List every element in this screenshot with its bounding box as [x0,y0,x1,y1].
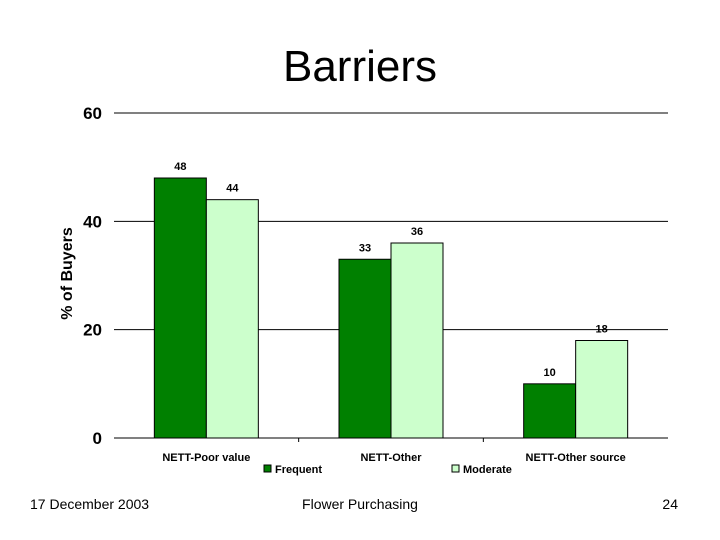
axes: 0 20 40 60 % of Buyers NETT-Poor value NETT-Ot… [59,104,668,464]
legend-swatch-frequent [263,464,272,473]
data-label: 10 [544,367,556,379]
bar-moderate [575,340,629,439]
legend-label-moderate: Moderate [463,464,512,476]
slide-title: Barriers [282,42,438,91]
x-tick-label: NETT-Poor value [162,452,250,464]
x-tick-label: NETT-Other [360,452,422,464]
bar-moderate [390,242,444,439]
data-label: 44 [226,183,239,195]
bars [153,177,629,439]
data-label: 33 [359,242,371,254]
bar-frequent [338,258,392,439]
bar-frequent [153,177,207,439]
y-tick-label: 0 [93,429,102,448]
legend-label-frequent: Frequent [275,464,322,476]
bar-moderate [205,199,259,439]
x-tick-label: NETT-Other source [526,452,626,464]
legend-swatch-moderate [451,464,460,473]
y-axis-label: % of Buyers [59,227,76,320]
page-number: 24 [662,496,678,512]
data-label: 48 [174,161,186,173]
footer-title: Flower Purchasing [302,496,418,512]
data-labels: 48 44 33 36 10 18 [174,161,608,379]
data-label: 36 [411,226,423,238]
y-tick-label: 60 [83,104,102,123]
footer-date: 17 December 2003 [30,496,150,512]
data-label: 18 [596,324,608,336]
y-tick-label: 20 [83,321,102,340]
legend: Frequent Moderate [263,464,512,476]
bar-frequent [523,383,577,439]
y-tick-label: 40 [83,212,102,231]
